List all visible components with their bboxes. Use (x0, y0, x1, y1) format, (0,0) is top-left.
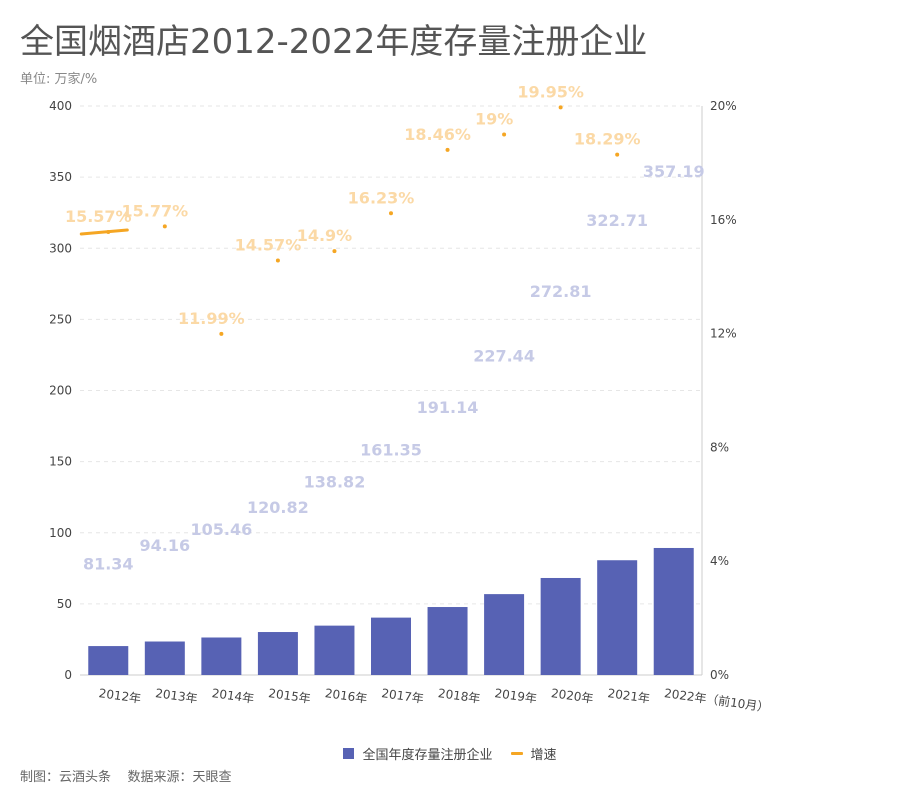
line-value-label: 11.99% (178, 309, 245, 328)
x-tick-label: 2018年 (437, 686, 481, 706)
bar-value-label: 357.19 (643, 162, 705, 181)
bar-value-label: 161.35 (360, 440, 422, 459)
bar-value-label: 272.81 (530, 282, 592, 301)
line-value-label: 15.57% (65, 207, 132, 226)
y-left-tick-label: 300 (49, 241, 72, 255)
y-left-tick-label: 350 (49, 170, 72, 184)
line-value-label: 14.57% (235, 235, 302, 254)
bar (201, 637, 242, 675)
line-point (558, 105, 563, 110)
line-value-label: 14.9% (297, 226, 353, 245)
y-left-tick-label: 250 (49, 312, 72, 326)
legend: 全国年度存量注册企业 增速 (0, 744, 900, 763)
line-value-label: 19% (475, 109, 513, 128)
y-left-tick-label: 0 (64, 668, 72, 682)
y-right-tick-label: 0% (710, 668, 729, 682)
legend-item-line[interactable]: 增速 (510, 744, 557, 763)
line-point (219, 331, 224, 336)
y-right-tick-label: 12% (710, 327, 737, 341)
line-point (162, 224, 167, 229)
bar (314, 625, 355, 675)
x-tick-label: 2014年 (211, 686, 255, 706)
x-tick-label: 2016年 (324, 686, 368, 706)
y-left-tick-label: 150 (49, 455, 72, 469)
x-tick-label: 2022年（前10月） (663, 685, 770, 715)
bar (257, 632, 298, 675)
line-value-label: 19.95% (517, 82, 584, 101)
bar-value-label: 322.71 (586, 211, 648, 230)
y-left-tick-label: 400 (49, 99, 72, 113)
bar-value-label: 120.82 (247, 498, 309, 517)
line-value-label: 18.46% (404, 125, 471, 144)
bar-value-label: 94.16 (140, 536, 191, 555)
line-segment (79, 228, 129, 236)
y-left-tick-label: 50 (57, 597, 72, 611)
bar-value-label: 138.82 (304, 473, 366, 492)
x-tick-label: 2015年 (267, 686, 311, 706)
line-value-label: 16.23% (348, 188, 415, 207)
y-right-tick-label: 20% (710, 99, 737, 113)
bar (540, 577, 581, 675)
legend-item-bar[interactable]: 全国年度存量注册企业 (343, 744, 493, 763)
legend-label-bar: 全国年度存量注册企业 (362, 748, 493, 763)
legend-swatch-line (510, 752, 523, 755)
line-point (275, 258, 280, 263)
line-point (615, 152, 620, 157)
x-tick-label: 2021年 (607, 686, 651, 706)
bar (484, 594, 525, 675)
bar (88, 646, 129, 675)
bar-value-label: 191.14 (417, 398, 479, 417)
line-value-label: 18.29% (574, 130, 641, 149)
y-right-tick-label: 4% (710, 554, 729, 568)
bar (597, 560, 638, 675)
y-right-tick-label: 16% (710, 213, 737, 227)
bar (371, 617, 411, 675)
x-tick-label: 2012年 (98, 686, 142, 706)
x-tick-label: 2017年 (381, 686, 425, 706)
unit-label: 单位: 万家/% (20, 72, 98, 87)
bar-value-label: 105.46 (190, 520, 252, 539)
bar (653, 547, 694, 675)
bar-value-label: 227.44 (473, 346, 535, 365)
y-right-tick-label: 8% (710, 440, 729, 454)
x-tick-label: 2019年 (494, 686, 538, 706)
line-point (332, 249, 337, 254)
chart: 0 50 100 150 200 250 300 350 400 0% 4% 8% 12% 16% 20% 8… (49, 82, 770, 715)
bar (144, 641, 185, 675)
legend-label-line: 增速 (530, 748, 557, 763)
line-point (389, 211, 393, 216)
y-left-tick-label: 200 (49, 384, 72, 398)
x-tick-label: 2020年 (550, 686, 594, 706)
bar-value-label: 81.34 (83, 554, 134, 573)
bar (427, 607, 468, 675)
line-value-label: 15.77% (121, 201, 188, 220)
x-tick-label: 2013年 (154, 686, 198, 706)
y-left-tick-label: 100 (49, 526, 72, 540)
footer-source: 制图：云酒头条 数据来源：天眼查 (20, 770, 232, 785)
page-title: 全国烟酒店2012-2022年度存量注册企业 (20, 22, 648, 62)
line-point (502, 132, 507, 137)
legend-swatch-bar (343, 748, 355, 759)
line-point (445, 147, 450, 152)
